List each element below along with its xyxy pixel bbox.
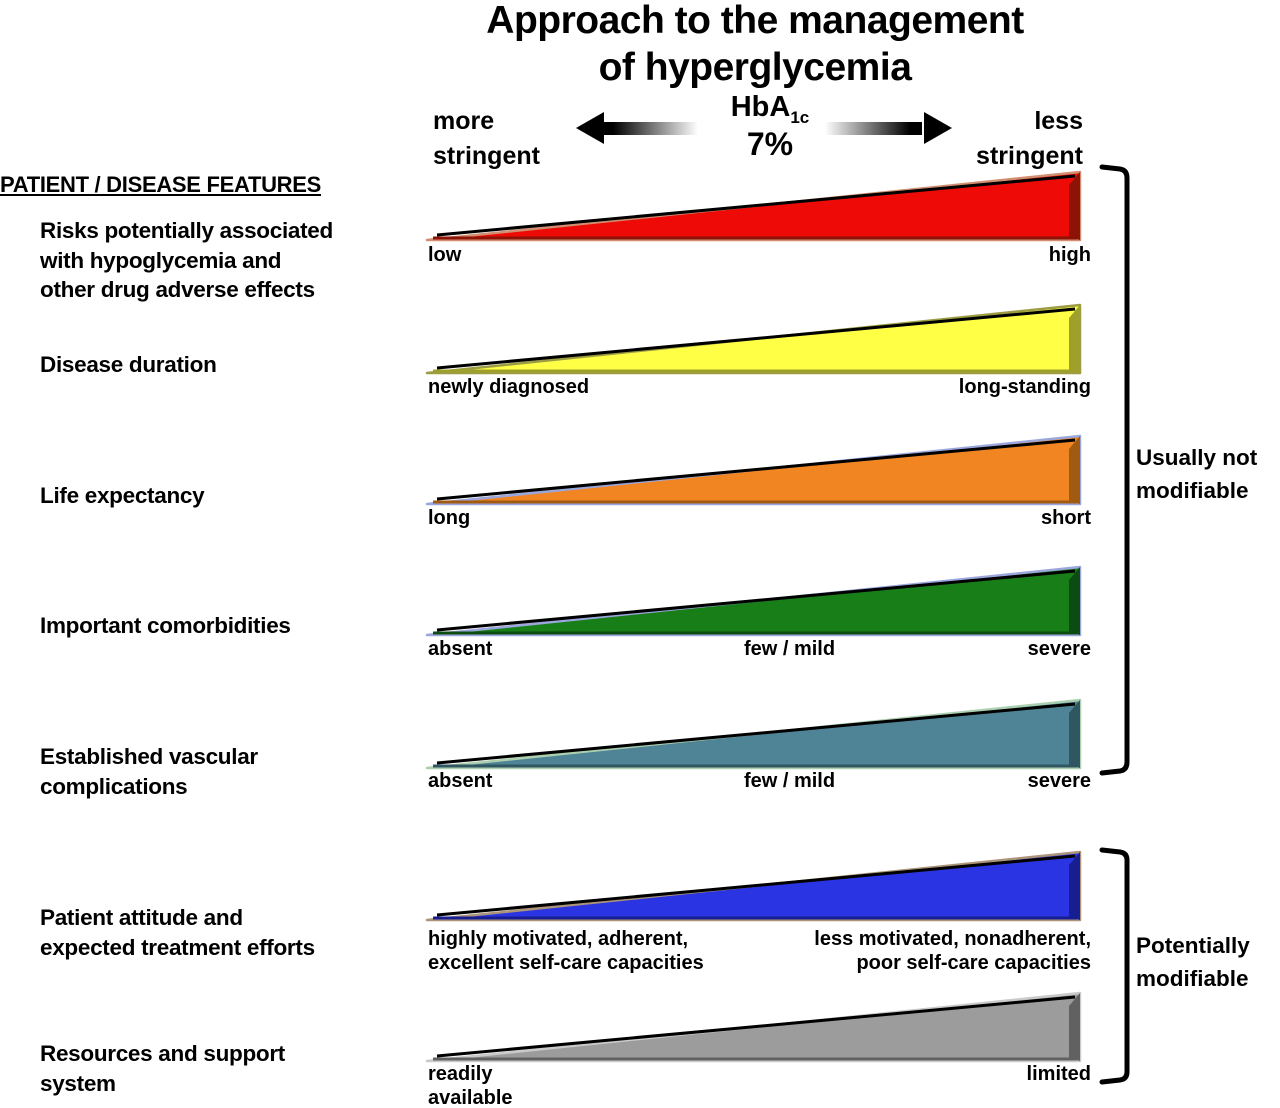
bracket-path (1099, 164, 1130, 776)
right-end-label: short (1041, 507, 1091, 529)
arrow-right-icon (924, 112, 952, 144)
feature-label-comorbidities: Important comorbidities (40, 613, 291, 638)
left-end-label: low (428, 244, 462, 266)
bracket-path (1099, 847, 1130, 1085)
triangle-disease-duration (425, 303, 1082, 375)
triangle-hypotenuse-shadow (436, 702, 1076, 765)
triangle-hypotenuse-shadow (436, 438, 1076, 501)
triangle-right-bevel (1069, 436, 1080, 504)
feature-label-life-expectancy: Life expectancy (40, 483, 205, 508)
feature-label-resources: Resources and support system (40, 1041, 286, 1096)
right-end-label: severe (1027, 638, 1091, 660)
hba1c-target-value: 7% (746, 126, 794, 162)
figure-title: Approach to the management of hyperglyce… (420, 0, 1090, 92)
triangle-hypotenuse-shadow (436, 307, 1076, 370)
triangle-right-bevel (1069, 172, 1080, 240)
triangle-right-bevel (1069, 852, 1080, 920)
triangle-hypotenuse-shadow (436, 995, 1076, 1058)
left-end-label: newly diagnosed (428, 376, 590, 398)
triangle-comorbidities (425, 565, 1082, 637)
triangle-life-expectancy (425, 434, 1082, 506)
right-end-label: long-standing (958, 376, 1091, 398)
left-end-label: readily available (428, 1063, 513, 1108)
less-stringent-label: less stringent (976, 107, 1083, 170)
hba1c-label: HbA1c (690, 93, 850, 126)
triangle-hypotenuse-shadow (436, 174, 1076, 237)
more-stringent-label: more stringent (433, 107, 540, 170)
patient-disease-features-header: PATIENT / DISEASE FEATURES (0, 172, 322, 197)
feature-label-hypoglycemia-risks: Risks potentially associated with hypogl… (40, 218, 333, 303)
triangle-hypoglycemia-risks (425, 170, 1082, 242)
hba1c-text: HbA (730, 91, 791, 123)
arrow-right-shaft (822, 122, 922, 135)
bracket-potentially-modifiable (1099, 847, 1130, 1085)
triangle-vascular-complications (425, 698, 1082, 770)
figure-title-line2: of hyperglycemia (598, 45, 912, 89)
triangle-hypotenuse-shadow (436, 569, 1076, 632)
right-end-label: limited (1026, 1063, 1091, 1085)
triangle-right-bevel (1069, 305, 1080, 373)
mid-label: few / mild (743, 638, 836, 660)
triangle-hypotenuse-shadow (436, 854, 1076, 917)
group-label-usually-not-modifiable: Usually not modifiable (1136, 445, 1258, 503)
triangle-right-bevel (1069, 993, 1080, 1061)
right-end-label: high (1048, 244, 1091, 266)
feature-label-disease-duration: Disease duration (40, 352, 217, 377)
arrow-left-icon (576, 112, 604, 144)
left-end-label: absent (428, 770, 493, 792)
group-label-potentially-modifiable: Potentially modifiable (1136, 933, 1250, 991)
left-end-label: highly motivated, adherent, excellent se… (428, 928, 704, 974)
bracket-usually-not-modifiable (1099, 164, 1130, 776)
triangle-patient-attitude (425, 850, 1082, 922)
arrow-left-shaft (601, 122, 701, 135)
feature-label-vascular-complications: Established vascular complications (40, 744, 258, 799)
right-end-label: severe (1027, 770, 1091, 792)
mid-label: few / mild (743, 770, 836, 792)
triangle-right-bevel (1069, 567, 1080, 635)
feature-label-patient-attitude: Patient attitude and expected treatment … (40, 905, 315, 960)
right-end-label: less motivated, nonadherent, poor self-c… (814, 928, 1091, 974)
left-end-label: absent (428, 638, 493, 660)
figure-title-line1: Approach to the management (486, 0, 1024, 42)
left-end-label: long (428, 507, 471, 529)
triangle-resources (425, 991, 1082, 1063)
hba1c-subscript: 1c (790, 107, 810, 127)
triangle-right-bevel (1069, 700, 1080, 768)
